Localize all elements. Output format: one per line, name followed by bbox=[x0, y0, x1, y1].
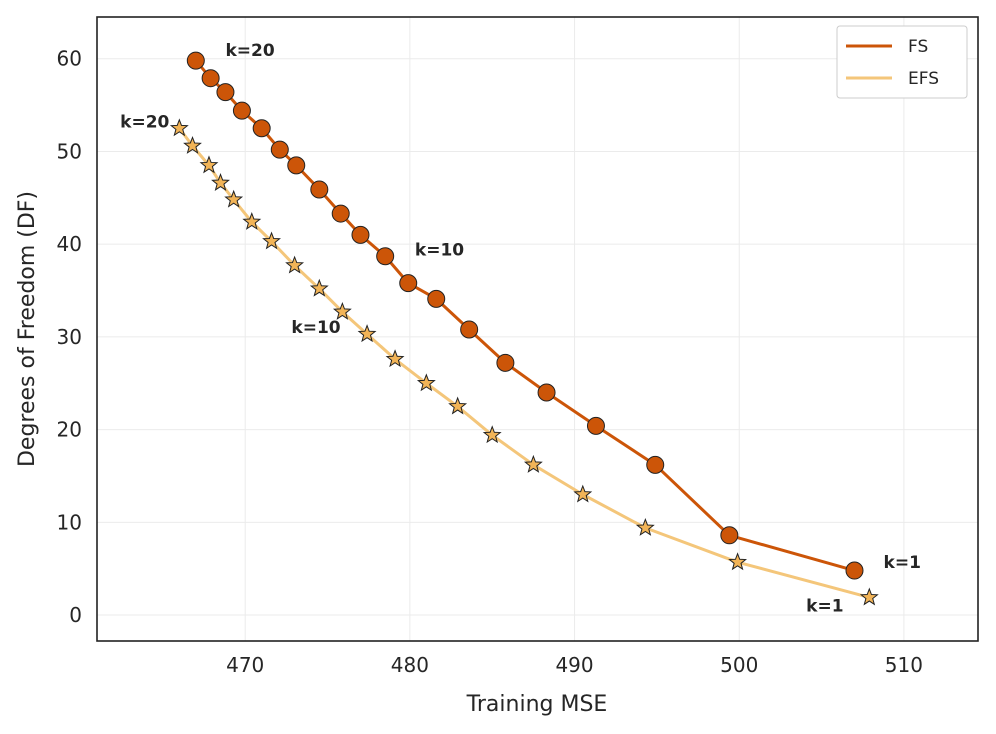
annotation-label: k=20 bbox=[120, 112, 169, 132]
annotation-label: k=10 bbox=[291, 318, 340, 338]
data-point-efs bbox=[285, 255, 305, 274]
data-point-efs bbox=[332, 301, 352, 320]
data-point-efs bbox=[309, 278, 329, 297]
data-point-fs bbox=[310, 180, 329, 199]
data-point-fs bbox=[331, 204, 350, 223]
x-tick-label: 490 bbox=[555, 653, 593, 677]
data-point-fs bbox=[287, 156, 306, 175]
data-point-efs bbox=[262, 231, 281, 250]
data-point-fs bbox=[216, 83, 235, 102]
data-point-efs bbox=[573, 484, 593, 503]
data-point-fs bbox=[845, 561, 864, 580]
annotation-label: k=10 bbox=[415, 240, 464, 260]
x-tick-label: 510 bbox=[885, 653, 923, 677]
data-point-efs bbox=[448, 396, 468, 415]
data-point-efs bbox=[199, 155, 219, 174]
y-tick-label: 30 bbox=[57, 325, 82, 349]
data-point-efs bbox=[523, 454, 543, 473]
x-tick-label: 480 bbox=[391, 653, 429, 677]
data-point-fs bbox=[537, 383, 556, 402]
plot-frame bbox=[96, 16, 979, 642]
data-point-fs bbox=[252, 119, 271, 138]
data-point-fs bbox=[496, 353, 515, 372]
series-line-efs bbox=[178, 127, 870, 599]
y-axis-title: Degrees of Freedom (DF) bbox=[15, 191, 40, 467]
legend-box bbox=[836, 25, 968, 99]
data-point-fs bbox=[201, 69, 220, 88]
data-point-fs bbox=[427, 289, 446, 308]
series-layer bbox=[169, 51, 879, 606]
data-point-efs bbox=[416, 373, 436, 392]
legend-label-fs: FS bbox=[908, 37, 928, 57]
legend: FS EFS bbox=[836, 25, 968, 99]
data-point-fs bbox=[376, 247, 395, 266]
data-point-fs bbox=[586, 416, 605, 435]
annotation-label: k=1 bbox=[884, 553, 921, 573]
data-point-efs bbox=[169, 118, 189, 137]
data-point-efs bbox=[211, 173, 230, 191]
data-point-fs bbox=[232, 101, 251, 120]
x-tick-label: 500 bbox=[720, 653, 758, 677]
y-tick-label: 50 bbox=[57, 139, 82, 163]
x-axis-title: Training MSE bbox=[466, 692, 608, 717]
y-tick-label: 20 bbox=[57, 418, 82, 442]
y-tick-label: 40 bbox=[57, 232, 82, 256]
data-point-efs bbox=[859, 587, 879, 606]
data-point-efs bbox=[224, 189, 244, 208]
data-point-fs bbox=[351, 225, 370, 244]
ticks: 470 480 490 500 510 0 10 20 30 40 50 60 bbox=[57, 47, 923, 677]
data-point-fs bbox=[646, 455, 665, 474]
x-tick-label: 470 bbox=[226, 653, 264, 677]
grid bbox=[97, 17, 978, 641]
y-tick-label: 60 bbox=[57, 47, 82, 71]
annotation-label: k=20 bbox=[225, 41, 274, 61]
data-point-fs bbox=[720, 526, 739, 545]
legend-label-efs: EFS bbox=[908, 69, 939, 89]
y-tick-label: 10 bbox=[57, 510, 82, 534]
data-point-fs bbox=[270, 140, 289, 159]
data-point-efs bbox=[385, 349, 405, 368]
data-point-efs bbox=[635, 517, 655, 536]
data-point-efs bbox=[728, 552, 748, 571]
data-point-efs bbox=[357, 324, 377, 343]
annotations: k=20 k=20 k=10 k=10 k=1 k=1 bbox=[120, 41, 921, 616]
data-point-fs bbox=[399, 274, 418, 293]
data-point-efs bbox=[183, 135, 202, 154]
annotation-label: k=1 bbox=[806, 596, 843, 616]
data-point-fs bbox=[460, 320, 479, 339]
data-point-efs bbox=[482, 425, 502, 444]
data-point-efs bbox=[242, 211, 262, 230]
series-line-fs bbox=[194, 59, 855, 572]
data-point-fs bbox=[186, 51, 205, 70]
y-tick-label: 0 bbox=[69, 603, 82, 627]
